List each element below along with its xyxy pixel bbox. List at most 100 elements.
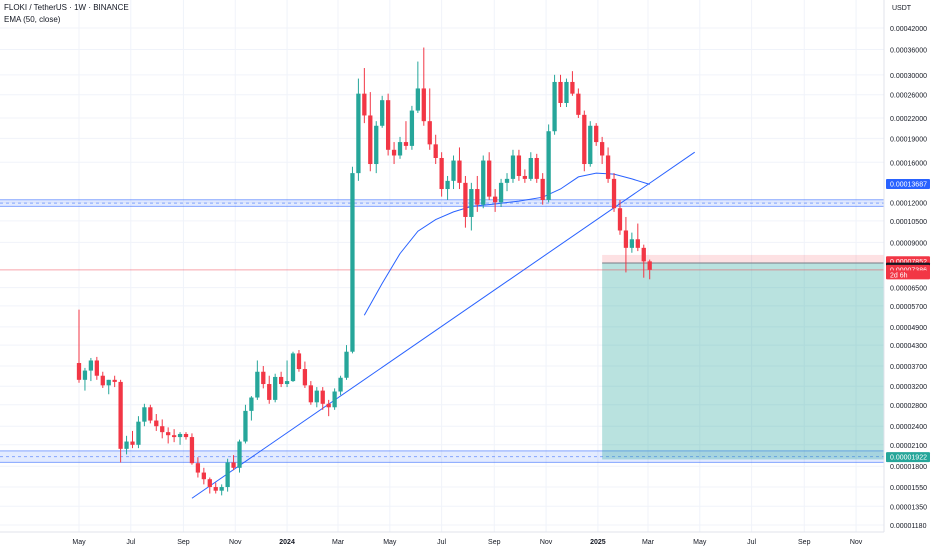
price-axis[interactable]: 0.00042000 0.00036000 0.00030000 0.00026000…: [890, 26, 927, 530]
symbol-title[interactable]: FLOKI / TetherUS · 1W · BINANCE: [4, 3, 129, 12]
candle: [475, 175, 480, 212]
candle: [112, 375, 117, 388]
support-zones: [0, 199, 884, 463]
candle-body: [534, 157, 539, 179]
candle-body: [415, 88, 420, 111]
candle: [415, 61, 420, 113]
candle: [231, 455, 236, 471]
candle: [118, 379, 123, 463]
candle: [362, 68, 367, 124]
candle-body: [433, 144, 438, 158]
grid: [0, 0, 884, 532]
candle-body: [166, 432, 171, 436]
candle: [290, 351, 296, 382]
candle: [88, 357, 94, 382]
candle-body: [582, 114, 587, 165]
candle-body: [326, 403, 331, 408]
candle-body: [213, 487, 218, 491]
support-zone[interactable]: [0, 199, 884, 207]
candle: [552, 74, 557, 135]
candle-body: [528, 157, 533, 179]
y-tick-label: 0.00009000: [890, 240, 927, 247]
candle-body: [237, 441, 242, 468]
price-label-teal: 0.00001922: [886, 452, 930, 463]
trendline[interactable]: [191, 151, 695, 499]
candle: [594, 123, 599, 146]
candle: [605, 147, 611, 183]
candle-body: [332, 391, 337, 408]
candle: [469, 182, 474, 231]
candle-body: [594, 125, 599, 143]
candle: [273, 373, 278, 403]
currency-label[interactable]: USDT: [892, 5, 912, 12]
x-tick-label: Sep: [488, 539, 501, 546]
candle-body: [409, 110, 415, 146]
candle-body: [385, 100, 391, 150]
candle-body: [195, 463, 201, 473]
x-tick-label: Nov: [540, 539, 553, 546]
candle-body: [481, 160, 486, 205]
candle-body: [100, 375, 105, 386]
price-label-box: [886, 270, 930, 280]
candle: [124, 435, 129, 455]
candle: [635, 223, 640, 252]
candle-body: [148, 407, 153, 421]
candle-body: [344, 351, 349, 378]
candle-body: [302, 369, 308, 386]
position-profit-area[interactable]: [602, 262, 884, 460]
time-axis[interactable]: May Jul Sep Nov 2024 Mar May Jul Sep Nov 2025 Mar Ma…: [72, 539, 862, 546]
candle: [148, 404, 153, 424]
candle-body: [510, 155, 516, 179]
candle: [457, 147, 462, 190]
candle-body: [475, 189, 480, 205]
y-tick-label: 0.00003700: [890, 364, 927, 371]
price-label-box: [886, 452, 930, 463]
candle-body: [641, 247, 646, 262]
candle-body: [183, 433, 189, 438]
drawings: [0, 151, 884, 499]
candle-body: [617, 208, 623, 231]
candle: [564, 78, 569, 108]
candle-body: [374, 125, 379, 165]
candle: [403, 121, 409, 150]
x-tick-label: Mar: [642, 539, 655, 546]
candle: [308, 381, 313, 405]
candle: [314, 387, 319, 408]
candle-body: [439, 157, 444, 190]
x-tick-label: May: [693, 539, 707, 546]
position-stop-area[interactable]: [602, 254, 884, 263]
candle-body: [94, 360, 99, 376]
candle-body: [516, 155, 522, 176]
candle: [504, 173, 510, 192]
y-tick-label: 0.00010500: [890, 219, 927, 226]
candle: [136, 416, 141, 449]
candle: [385, 93, 391, 156]
candle-body: [564, 81, 569, 103]
candle: [326, 399, 331, 417]
ema-indicator-label[interactable]: EMA (50, close): [4, 15, 61, 24]
candle-body: [261, 371, 266, 385]
candle-body: [350, 173, 355, 352]
candle-body: [296, 353, 302, 370]
x-tick-label: May: [72, 539, 86, 546]
candle: [243, 404, 248, 444]
support-zone[interactable]: [0, 450, 884, 463]
x-tick-label: Mar: [332, 539, 345, 546]
short-position-zone[interactable]: [602, 254, 884, 460]
candle-body: [576, 93, 581, 115]
candle-body: [403, 142, 409, 146]
candle: [255, 360, 260, 400]
candle: [617, 199, 623, 235]
y-tick-label: 0.00004300: [890, 343, 927, 350]
candle-body: [118, 381, 123, 449]
candle: [130, 430, 135, 449]
x-tick-label: Nov: [229, 539, 242, 546]
x-tick-label: Sep: [798, 539, 811, 546]
candle: [261, 365, 266, 389]
candle-body: [504, 178, 510, 183]
candle-body: [457, 160, 462, 183]
candle-body: [231, 462, 236, 468]
candle: [570, 71, 575, 96]
